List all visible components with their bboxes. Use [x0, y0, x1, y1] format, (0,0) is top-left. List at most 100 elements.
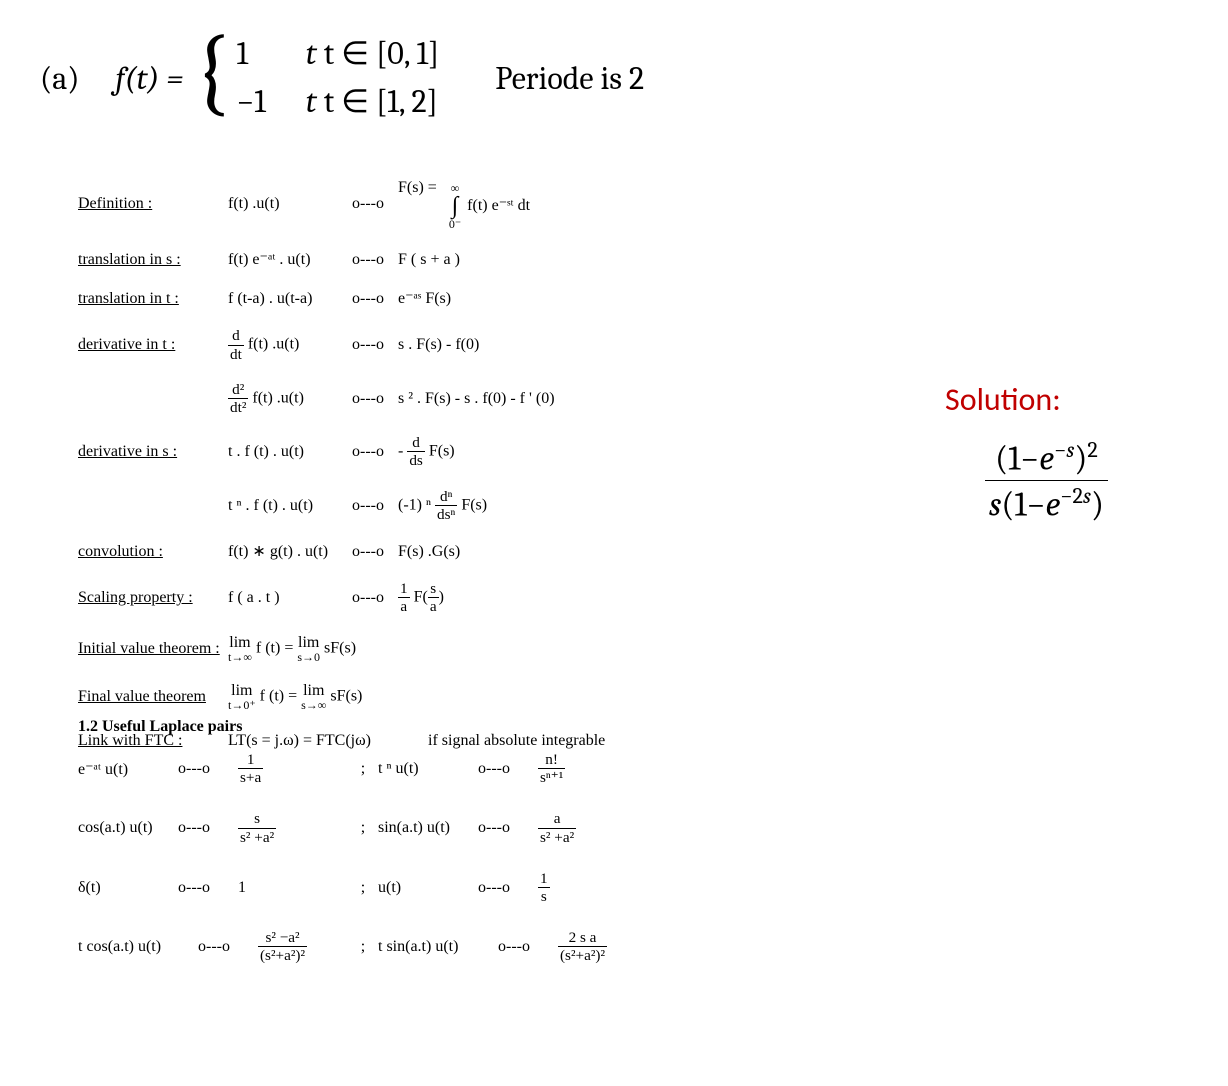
piece-values: 1 −1: [236, 30, 265, 126]
prop-rhs: s . F(s) - f(0): [398, 335, 479, 354]
prop-lhs: t ⁿ . f (t) . u(t): [228, 496, 338, 515]
solution-denominator: s(1−e−2s): [985, 480, 1108, 524]
pair-r-func: t sin(a.t) u(t): [378, 938, 498, 956]
arrow-symbol: o---o: [178, 879, 238, 897]
separator: ;: [348, 819, 378, 837]
prop-name: Initial value theorem :: [78, 639, 228, 658]
prop-rhs: F ( s + a ): [398, 250, 460, 269]
pair-r-func: sin(a.t) u(t): [378, 819, 478, 837]
arrow-symbol: o---o: [178, 760, 238, 778]
prop-rhs: (-1) ⁿ dⁿdsⁿ F(s): [398, 489, 487, 522]
prop-final-value: Final value theorem limt→0⁺ f (t) = lims…: [78, 683, 605, 711]
piece2-value: −1: [236, 78, 265, 126]
prop-name: Final value theorem: [78, 687, 228, 706]
prop-definition: Definition : f(t) .u(t) o---o F(s) = ∞ ∫…: [78, 178, 605, 230]
pair-r-transform: n!sⁿ⁺¹: [538, 752, 565, 785]
prop-deriv-t-1: derivative in t : ddt f(t) .u(t) o---o s…: [78, 328, 605, 361]
prop-rhs: F(s) = ∞ ∫ 0⁻ f(t) e⁻ˢᵗ dt: [398, 178, 530, 230]
prop-name: translation in t :: [78, 289, 228, 308]
prop-lhs: ddt f(t) .u(t): [228, 328, 338, 361]
prop-rhs: 1a F(sa): [398, 581, 444, 614]
solution-heading: Solution:: [945, 380, 1108, 419]
prop-deriv-s-2: t ⁿ . f (t) . u(t) o---o (-1) ⁿ dⁿdsⁿ F(…: [78, 489, 605, 522]
pair-l-transform: 1: [238, 879, 348, 897]
arrow-symbol: o---o: [498, 938, 558, 956]
arrow-symbol: o---o: [338, 588, 398, 607]
piece2-condition: t t ∈ [1, 2]: [306, 78, 439, 126]
pair-row-3: δ(t) o---o 1 ; u(t) o---o 1s: [78, 871, 607, 904]
pair-row-1: e⁻ᵃᵗ u(t) o---o 1s+a ; t ⁿ u(t) o---o n!…: [78, 752, 607, 785]
piecewise-function: f(t) = { 1 −1 t t ∈ [0, 1] t t ∈ [1, 2]: [116, 30, 440, 126]
pair-r-func: u(t): [378, 879, 478, 897]
pair-l-transform: ss² +a²: [238, 811, 348, 844]
prop-convolution: convolution : f(t) ∗ g(t) . u(t) o---o F…: [78, 542, 605, 561]
arrow-symbol: o---o: [478, 879, 538, 897]
arrow-symbol: o---o: [338, 389, 398, 408]
prop-lhs: f(t) e⁻ᵃᵗ . u(t): [228, 250, 338, 269]
pair-row-4: t cos(a.t) u(t) o---o s² −a²(s²+a²)² ; t…: [78, 930, 607, 963]
prop-rhs: if signal absolute integrable: [428, 731, 605, 750]
piece1-value: 1: [236, 30, 265, 78]
problem-statement: (a) f(t) = { 1 −1 t t ∈ [0, 1] t t ∈ [1,…: [40, 30, 644, 126]
pair-l-func: t cos(a.t) u(t): [78, 938, 198, 956]
prop-initial-value: Initial value theorem : limt→∞ f (t) = l…: [78, 635, 605, 663]
prop-lhs: LT(s = j.ω) = FTC(jω): [228, 731, 408, 750]
prop-name: derivative in s :: [78, 442, 228, 461]
arrow-symbol: o---o: [338, 335, 398, 354]
pair-r-transform: as² +a²: [538, 811, 576, 844]
integral-icon: ∫: [452, 194, 459, 218]
func-lhs: f(t) =: [116, 60, 184, 97]
prop-lhs: t . f (t) . u(t): [228, 442, 338, 461]
part-label: (a): [40, 60, 80, 97]
prop-lhs: d²dt² f(t) .u(t): [228, 382, 338, 415]
separator: ;: [348, 938, 378, 956]
solution-numerator: (1−e−s)2: [991, 437, 1102, 480]
integral: ∞ ∫ 0⁻ f(t) e⁻ˢᵗ dt: [449, 182, 530, 230]
arrow-symbol: o---o: [338, 250, 398, 269]
arrow-symbol: o---o: [338, 194, 398, 213]
prop-translation-t: translation in t : f (t-a) . u(t-a) o---…: [78, 289, 605, 308]
arrow-symbol: o---o: [338, 442, 398, 461]
section-heading: 1.2 Useful Laplace pairs: [78, 718, 242, 736]
solution-fraction: (1−e−s)2 s(1−e−2s): [985, 437, 1108, 525]
brace-icon: {: [193, 24, 230, 120]
prop-translation-s: translation in s : f(t) e⁻ᵃᵗ . u(t) o---…: [78, 250, 605, 269]
pair-l-func: e⁻ᵃᵗ u(t): [78, 759, 178, 779]
arrow-symbol: o---o: [338, 289, 398, 308]
prop-lhs: f ( a . t ): [228, 588, 338, 607]
prop-rhs: e⁻ᵃˢ F(s): [398, 289, 451, 308]
piece1-condition: t t ∈ [0, 1]: [306, 30, 439, 78]
prop-name: convolution :: [78, 542, 228, 561]
prop-lhs: f (t-a) . u(t-a): [228, 289, 338, 308]
prop-name: Definition :: [78, 194, 228, 213]
separator: ;: [348, 879, 378, 897]
prop-lhs: f(t) ∗ g(t) . u(t): [228, 542, 338, 561]
laplace-properties: Definition : f(t) .u(t) o---o F(s) = ∞ ∫…: [78, 178, 605, 770]
prop-lhs: f(t) .u(t): [228, 194, 338, 213]
pair-l-transform: s² −a²(s²+a²)²: [258, 930, 348, 963]
arrow-symbol: o---o: [338, 542, 398, 561]
prop-rhs: - dds F(s): [398, 435, 455, 468]
prop-deriv-t-2: d²dt² f(t) .u(t) o---o s ² . F(s) - s . …: [78, 382, 605, 415]
arrow-symbol: o---o: [338, 496, 398, 515]
prop-rhs: limt→∞ f (t) = lims→0 sF(s): [228, 635, 356, 663]
arrow-symbol: o---o: [178, 819, 238, 837]
prop-rhs: s ² . F(s) - s . f(0) - f ' (0): [398, 389, 555, 408]
arrow-symbol: o---o: [478, 819, 538, 837]
prop-deriv-s-1: derivative in s : t . f (t) . u(t) o---o…: [78, 435, 605, 468]
laplace-pairs: e⁻ᵃᵗ u(t) o---o 1s+a ; t ⁿ u(t) o---o n!…: [78, 752, 607, 990]
pair-r-func: t ⁿ u(t): [378, 760, 478, 778]
pair-l-transform: 1s+a: [238, 752, 348, 785]
arrow-symbol: o---o: [478, 760, 538, 778]
pair-row-2: cos(a.t) u(t) o---o ss² +a² ; sin(a.t) u…: [78, 811, 607, 844]
pair-r-transform: 2 s a(s²+a²)²: [558, 930, 607, 963]
pair-l-func: δ(t): [78, 879, 178, 897]
separator: ;: [348, 760, 378, 778]
solution-block: Solution: (1−e−s)2 s(1−e−2s): [945, 380, 1108, 525]
prop-name: Scaling property :: [78, 588, 228, 607]
pair-l-func: cos(a.t) u(t): [78, 819, 178, 837]
pair-r-transform: 1s: [538, 871, 550, 904]
prop-name: derivative in t :: [78, 335, 228, 354]
page: (a) f(t) = { 1 −1 t t ∈ [0, 1] t t ∈ [1,…: [0, 0, 1228, 1086]
arrow-symbol: o---o: [198, 938, 258, 956]
